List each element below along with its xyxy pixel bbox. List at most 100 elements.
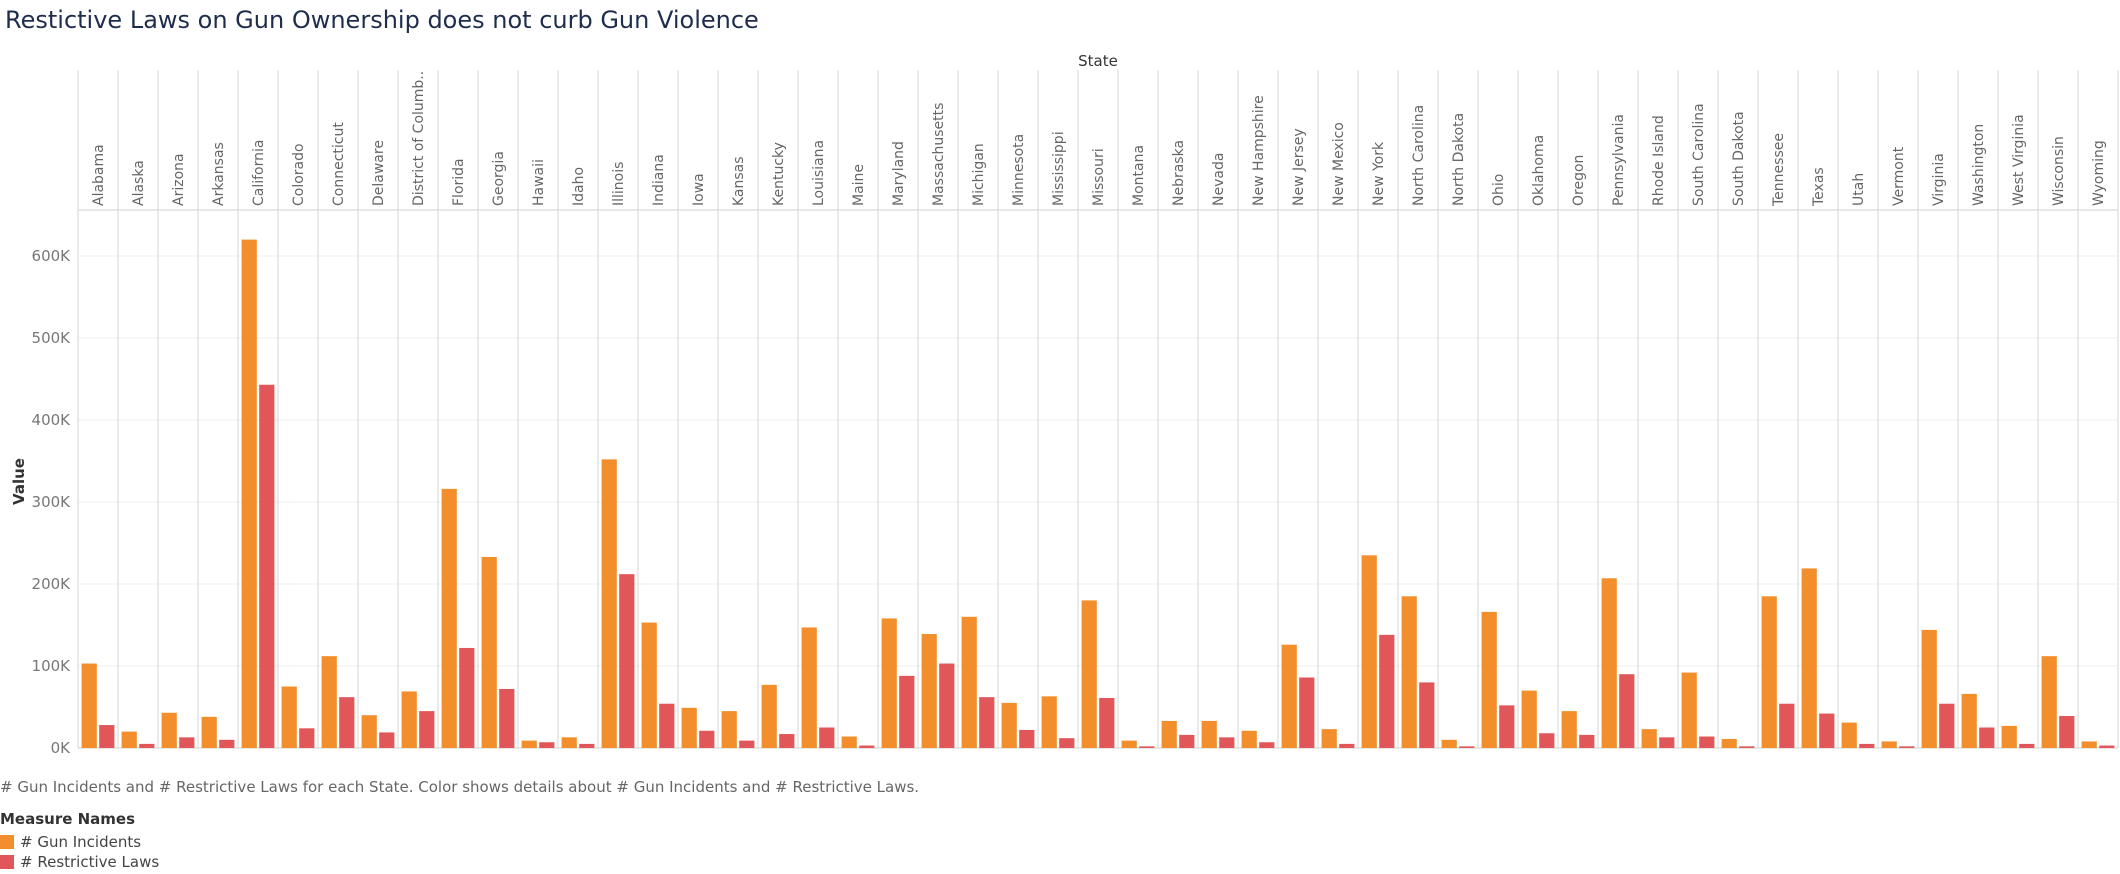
bar-restrictive-laws (1179, 734, 1195, 748)
state-label: Arizona (171, 153, 187, 206)
bar-restrictive-laws (1259, 742, 1275, 748)
bar-gun-incidents (521, 740, 537, 748)
state-label: Hawaii (531, 159, 547, 206)
bar-gun-incidents (1801, 568, 1817, 748)
bar-restrictive-laws (299, 728, 315, 748)
state-label: Arkansas (211, 142, 227, 206)
bar-restrictive-laws (179, 737, 195, 748)
bar-gun-incidents (721, 711, 737, 748)
state-label: Oregon (1571, 155, 1587, 206)
state-label: Pennsylvania (1611, 114, 1627, 206)
grid-layer (77, 70, 2119, 749)
state-label: Missouri (1091, 148, 1107, 206)
state-label: Colorado (291, 143, 307, 206)
legend-swatch-restrictive-laws (0, 855, 14, 869)
y-tick-label: 500K (32, 329, 72, 347)
bar-restrictive-laws (499, 688, 515, 748)
bar-restrictive-laws (939, 663, 955, 748)
state-label: Washington (1971, 124, 1987, 206)
bar-restrictive-laws (1659, 737, 1675, 748)
state-label: Michigan (971, 143, 987, 206)
legend-label: # Gun Incidents (20, 833, 142, 851)
bar-restrictive-laws (1739, 746, 1755, 748)
bar-gun-incidents (841, 736, 857, 748)
bar-restrictive-laws (339, 697, 355, 748)
state-label: Virginia (1931, 153, 1947, 206)
bar-gun-incidents (1241, 730, 1257, 748)
bar-gun-incidents (761, 684, 777, 748)
state-label: Texas (1811, 167, 1827, 207)
state-label: Georgia (491, 151, 507, 206)
state-label: Wisconsin (2051, 136, 2067, 206)
state-label: North Dakota (1451, 113, 1467, 206)
bar-restrictive-laws (779, 734, 795, 748)
y-tick-label: 100K (32, 657, 72, 675)
bar-gun-incidents (1961, 693, 1977, 748)
legend-item-gun-incidents[interactable]: # Gun Incidents (0, 832, 159, 852)
bar-gun-incidents (161, 712, 177, 748)
bar-restrictive-laws (139, 743, 155, 748)
bar-gun-incidents (1761, 596, 1777, 748)
bar-restrictive-laws (1139, 746, 1155, 748)
bar-restrictive-laws (699, 730, 715, 748)
state-label: Utah (1851, 173, 1867, 206)
bar-gun-incidents (1361, 555, 1377, 748)
state-label: Oklahoma (1531, 135, 1547, 206)
bar-gun-incidents (321, 656, 337, 748)
state-label: Alaska (131, 160, 147, 206)
bar-gun-incidents (1841, 722, 1857, 748)
state-label: New Mexico (1331, 122, 1347, 206)
state-label: Rhode Island (1651, 115, 1667, 206)
bar-gun-incidents (1681, 672, 1697, 748)
state-label: Delaware (371, 140, 387, 206)
bar-restrictive-laws (2099, 745, 2115, 748)
column-header-layer: State Alabama Alaska Arizona Arkansas Califor… (91, 52, 2107, 207)
bar-restrictive-laws (1219, 737, 1235, 748)
state-label: California (251, 140, 267, 206)
state-label: Connecticut (331, 122, 347, 206)
bar-restrictive-laws (1859, 743, 1875, 748)
bar-restrictive-laws (859, 745, 875, 748)
bar-gun-incidents (201, 716, 217, 748)
bar-gun-incidents (1161, 720, 1177, 748)
bar-restrictive-laws (619, 574, 635, 748)
bar-restrictive-laws (1899, 746, 1915, 748)
bar-restrictive-laws (379, 732, 395, 748)
state-label: New Jersey (1291, 128, 1307, 206)
bar-restrictive-laws (219, 739, 235, 748)
bar-restrictive-laws (739, 740, 755, 748)
column-header-title: State (1078, 52, 1118, 70)
bar-gun-incidents (2081, 741, 2097, 748)
legend-item-restrictive-laws[interactable]: # Restrictive Laws (0, 852, 159, 872)
y-tick-label: 600K (32, 247, 72, 265)
state-label: West Virginia (2011, 114, 2027, 206)
bar-gun-incidents (1081, 600, 1097, 748)
bar-restrictive-laws (1099, 697, 1115, 748)
bar-chart: State Alabama Alaska Arizona Arkansas Califor… (10, 52, 2119, 757)
state-label: South Dakota (1731, 111, 1747, 206)
bar-gun-incidents (601, 459, 617, 748)
bar-gun-incidents (361, 715, 377, 748)
legend-label: # Restrictive Laws (20, 853, 160, 871)
state-label: Iowa (691, 173, 707, 206)
bar-restrictive-laws (1059, 738, 1075, 748)
bar-gun-incidents (1441, 739, 1457, 748)
y-axis-title: Value (10, 458, 28, 505)
state-label: Louisiana (811, 140, 827, 206)
bar-gun-incidents (1721, 738, 1737, 748)
state-label: Maine (851, 164, 867, 206)
bar-restrictive-laws (659, 703, 675, 748)
bar-restrictive-laws (1299, 677, 1315, 748)
bar-gun-incidents (401, 691, 417, 748)
state-label: Idaho (571, 167, 587, 206)
state-label: Alabama (91, 144, 107, 206)
state-label: Kansas (731, 156, 747, 206)
bar-gun-incidents (1001, 702, 1017, 748)
bar-restrictive-laws (1539, 733, 1555, 748)
bar-restrictive-laws (1459, 746, 1475, 748)
y-axis: 0K 100K 200K 300K 400K 500K 600K Value (10, 247, 71, 757)
bar-restrictive-laws (1619, 674, 1635, 748)
bar-restrictive-laws (539, 742, 555, 748)
state-label: Nebraska (1171, 140, 1187, 206)
bar-gun-incidents (801, 627, 817, 748)
